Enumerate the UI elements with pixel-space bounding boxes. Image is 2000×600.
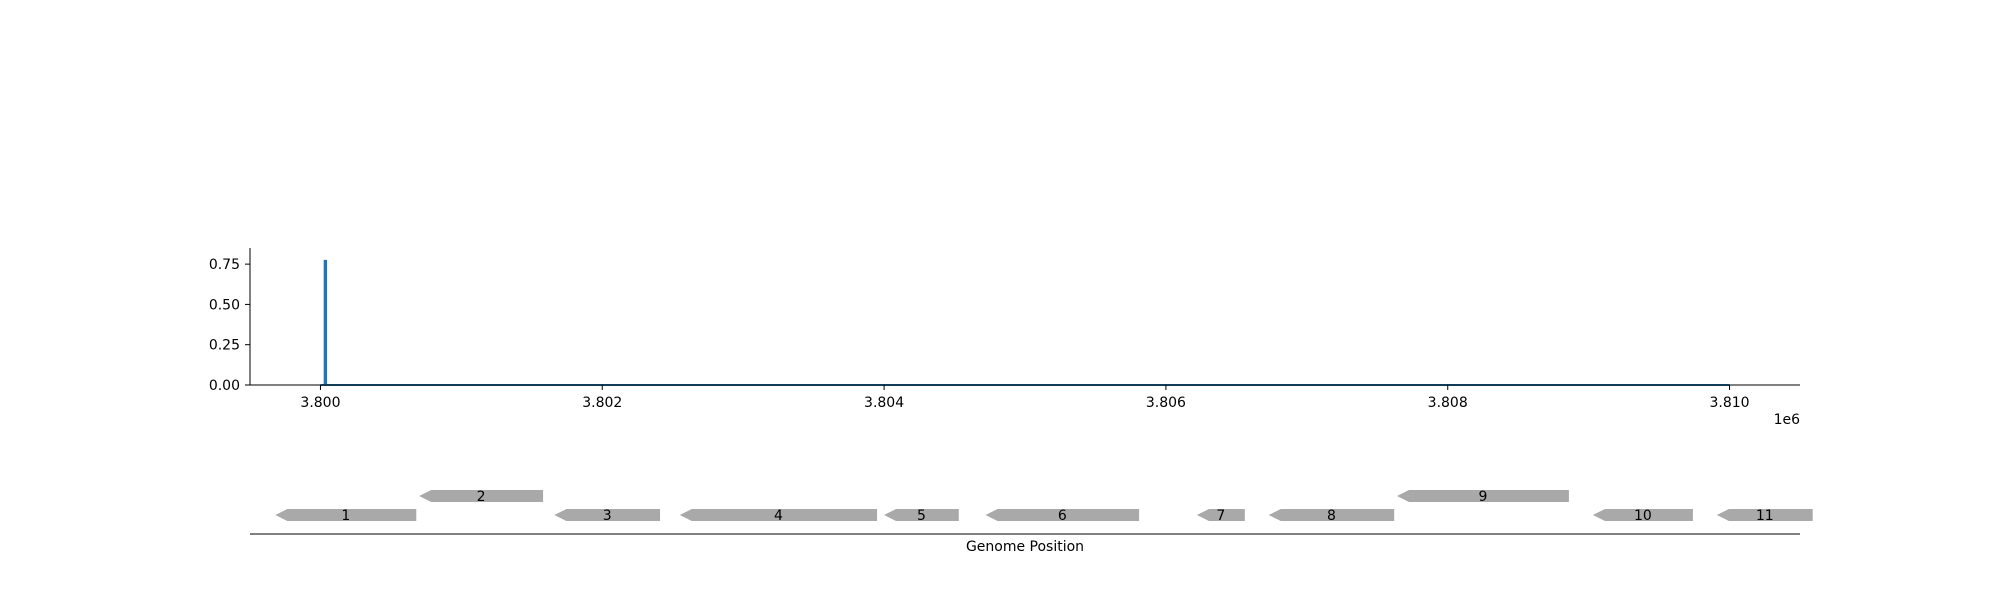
x-tick-label: 3.800 xyxy=(300,395,340,411)
gene-arrow xyxy=(1268,509,1395,521)
y-tick-label: 0.75 xyxy=(209,257,240,273)
x-tick-label: 3.810 xyxy=(1709,395,1749,411)
gene-label: 7 xyxy=(1216,508,1225,524)
gene-label: 9 xyxy=(1478,489,1487,505)
gene-label: 11 xyxy=(1756,508,1774,524)
x-tick-label: 3.806 xyxy=(1146,395,1186,411)
gene-label: 4 xyxy=(774,508,783,524)
gene-map-panel: 1 2 3 4 5 6 7 8 9 10 11 Genome Position xyxy=(250,489,1813,555)
gene-label: 1 xyxy=(341,508,350,524)
gene-arrow xyxy=(1592,509,1693,521)
coverage-series xyxy=(320,259,1730,386)
gene-map-xlabel: Genome Position xyxy=(966,539,1084,555)
y-tick-label: 0.25 xyxy=(209,338,240,354)
gene-label: 5 xyxy=(917,508,926,524)
gene-arrow xyxy=(275,509,417,521)
x-tick-label: 3.808 xyxy=(1428,395,1468,411)
gene-arrow xyxy=(1397,490,1569,502)
gene-label: 3 xyxy=(603,508,612,524)
gene-arrow xyxy=(554,509,661,521)
gene-arrow xyxy=(679,509,878,521)
x-tick-label: 3.802 xyxy=(582,395,622,411)
gene-arrow xyxy=(419,490,544,502)
gene-arrow xyxy=(884,509,959,521)
coverage-axes: 0.00 0.25 0.50 0.75 3.800 3.802 3.804 3.806 3.80… xyxy=(209,248,1800,428)
gene-label: 6 xyxy=(1058,508,1067,524)
gene-arrow xyxy=(1196,509,1245,521)
y-tick-label: 0.50 xyxy=(209,297,240,313)
gene-label: 10 xyxy=(1634,508,1652,524)
gene-label: 8 xyxy=(1327,508,1336,524)
gene-arrow xyxy=(985,509,1140,521)
x-tick-label: 3.804 xyxy=(864,395,904,411)
coverage-plot: 0.00 0.25 0.50 0.75 3.800 3.802 3.804 3.806 3.80… xyxy=(209,248,1800,428)
y-tick-label: 0.00 xyxy=(209,378,240,394)
gene-arrow xyxy=(1716,509,1813,521)
gene-label: 2 xyxy=(477,489,486,505)
x-offset-label: 1e6 xyxy=(1774,412,1801,428)
coverage-line xyxy=(320,259,1730,386)
gene-track: 1 2 3 4 5 6 7 8 9 10 11 xyxy=(275,489,1813,524)
gene-map-axes: Genome Position xyxy=(250,533,1800,555)
